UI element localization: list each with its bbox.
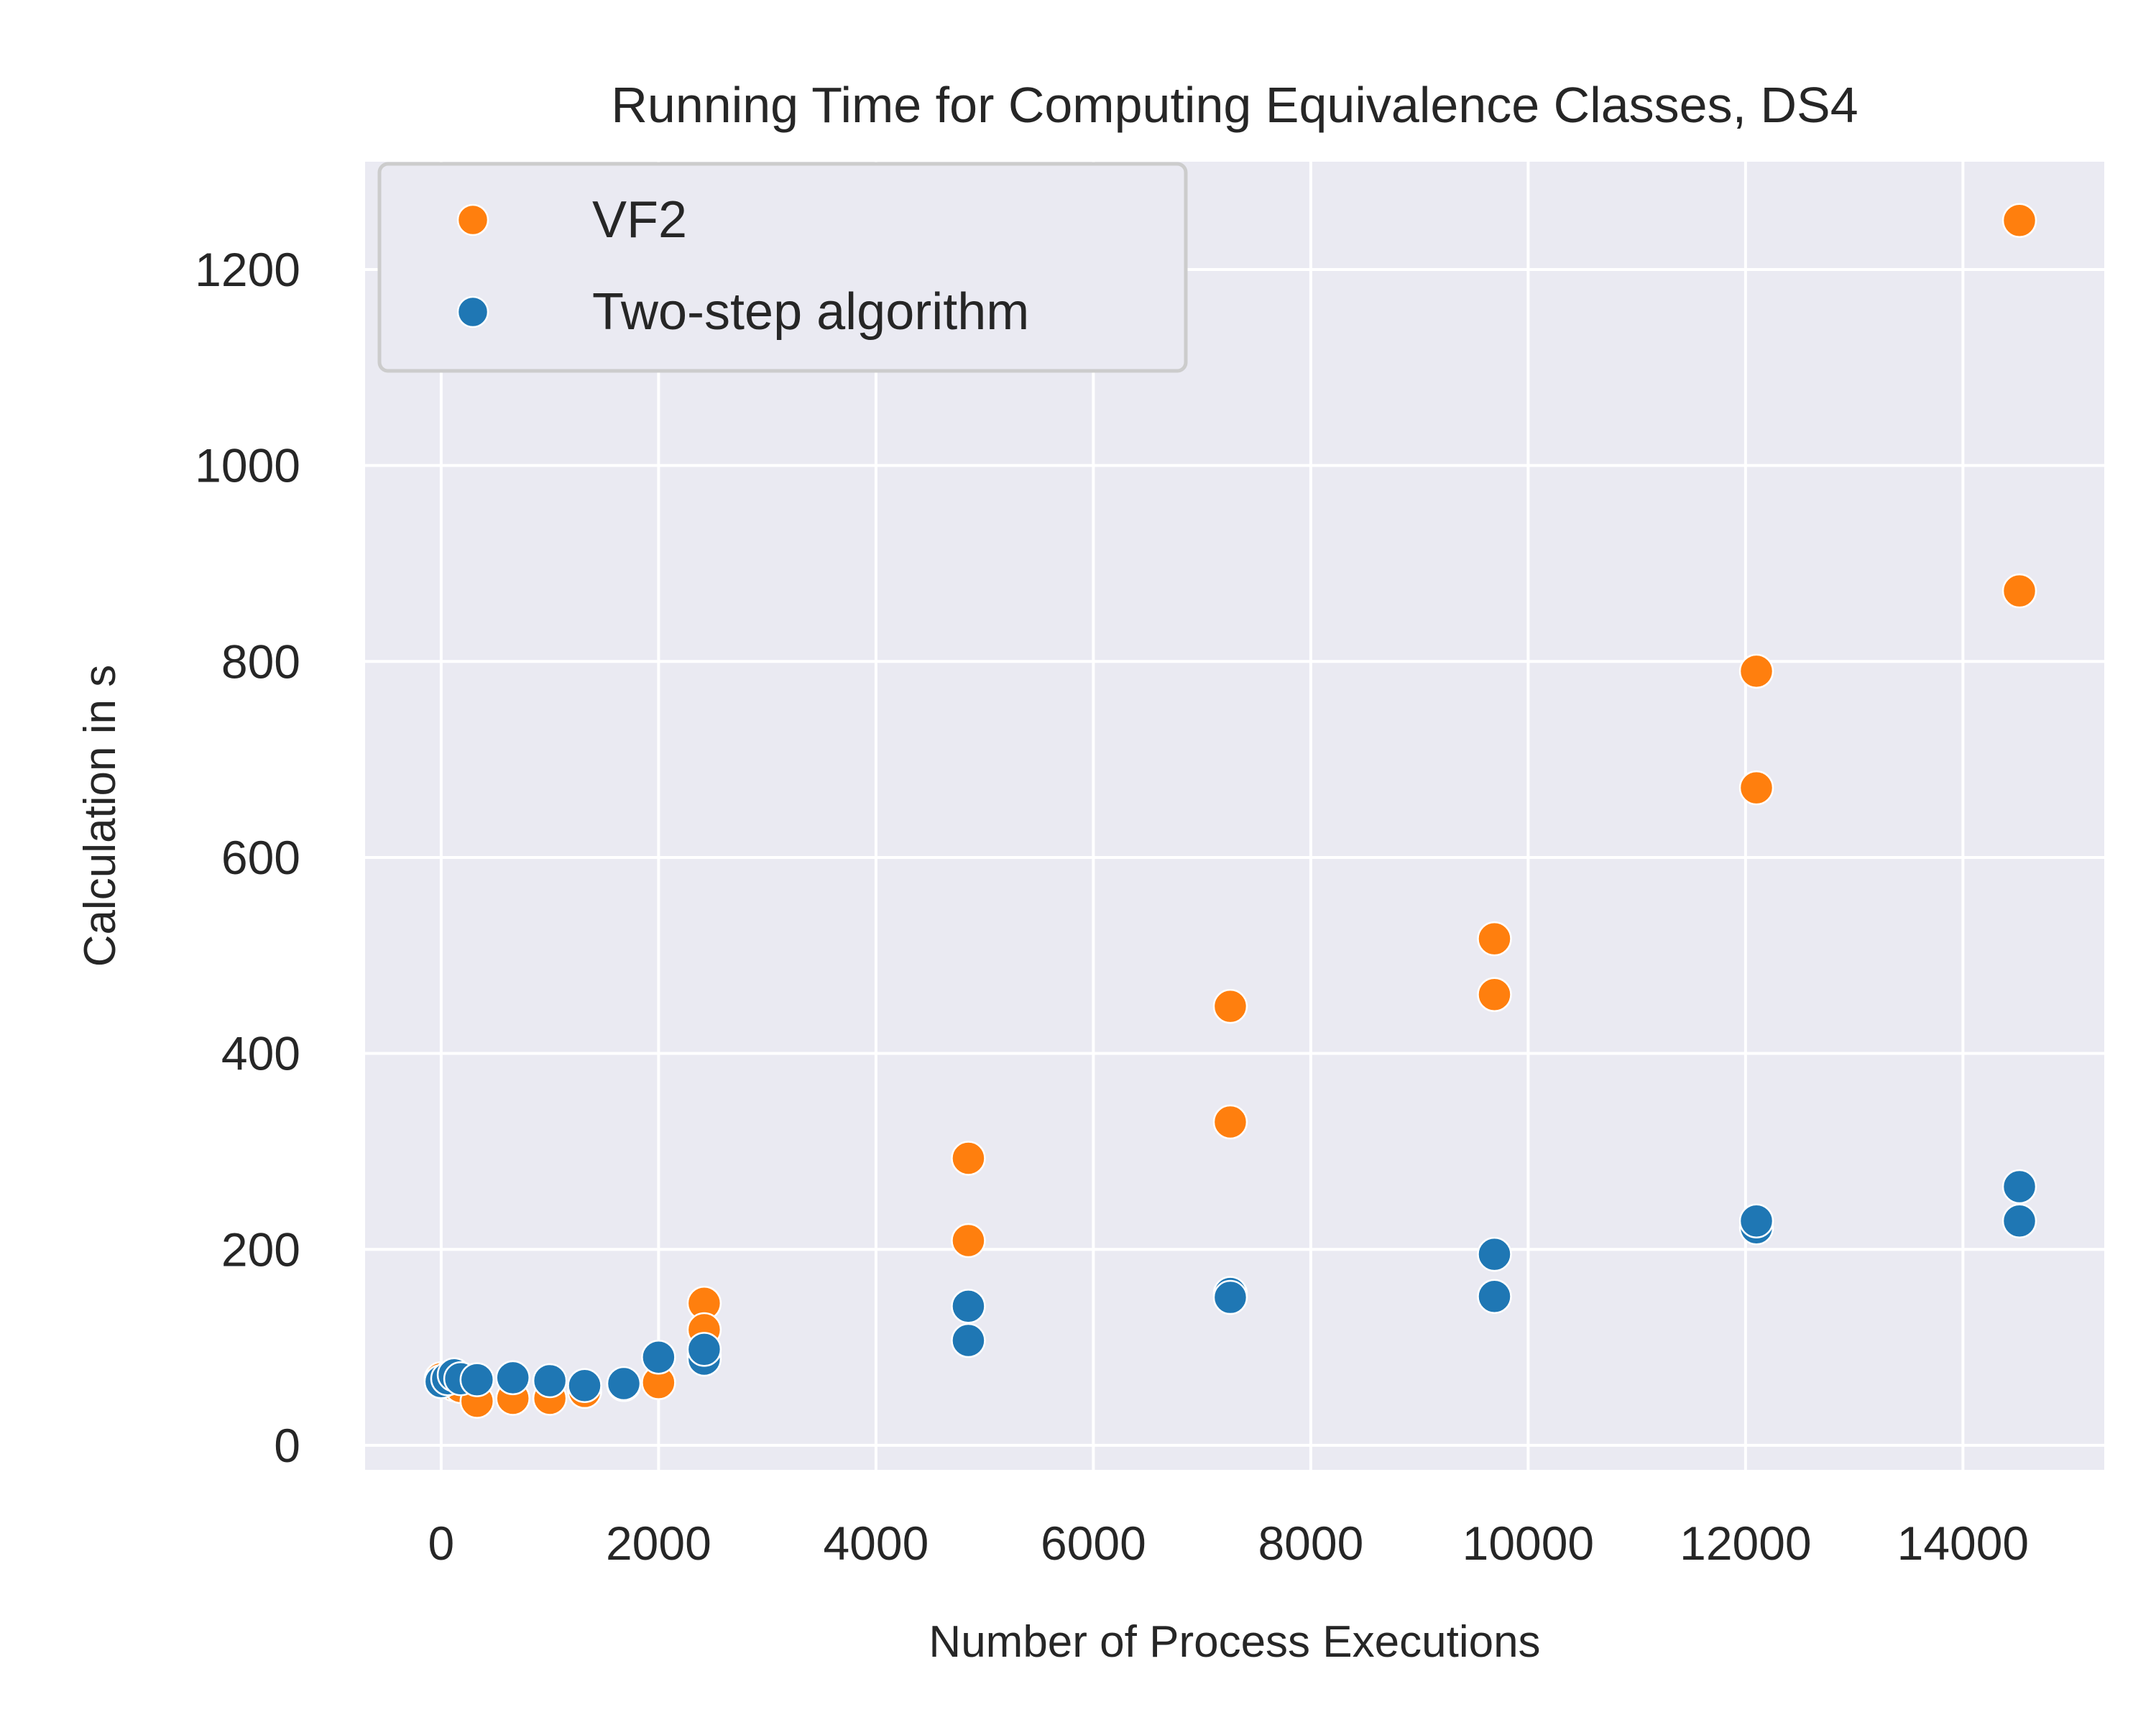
data-points xyxy=(423,203,2037,1419)
grid xyxy=(365,162,2104,1470)
data-point-vf2 xyxy=(1212,988,1248,1024)
data-point-two-step-algorithm xyxy=(1477,1279,1512,1314)
y-tick-label: 0 xyxy=(274,1419,300,1472)
data-point-vf2 xyxy=(1738,653,1774,689)
y-tick-labels: 0 200 400 600 800 1000 1200 xyxy=(195,243,300,1472)
data-point-two-step-algorithm xyxy=(459,1362,495,1397)
data-point-two-step-algorithm xyxy=(686,1332,722,1367)
data-point-two-step-algorithm xyxy=(2001,1203,2037,1238)
x-tick-label: 12000 xyxy=(1680,1517,1812,1570)
x-tick-label: 2000 xyxy=(606,1517,711,1570)
x-tick-label: 4000 xyxy=(823,1517,929,1570)
data-point-vf2 xyxy=(1738,770,1774,806)
data-point-vf2 xyxy=(951,1141,986,1176)
plot-background xyxy=(365,162,2104,1470)
legend-box xyxy=(377,162,1188,373)
y-tick-label: 200 xyxy=(221,1223,300,1276)
legend-label-two-step-algorithm: Two-step algorithm xyxy=(592,283,1029,341)
legend-marker-vf2 xyxy=(456,203,489,236)
y-tick-label: 1200 xyxy=(195,243,300,296)
data-point-two-step-algorithm xyxy=(641,1339,676,1375)
data-point-two-step-algorithm xyxy=(495,1360,530,1396)
data-point-two-step-algorithm xyxy=(951,1322,986,1358)
data-point-two-step-algorithm xyxy=(1738,1203,1774,1238)
y-axis-title: Calculation in s xyxy=(75,665,125,967)
data-point-two-step-algorithm xyxy=(532,1363,568,1399)
data-point-two-step-algorithm xyxy=(2001,1169,2037,1205)
y-tick-label: 800 xyxy=(221,635,300,688)
data-point-two-step-algorithm xyxy=(1212,1279,1248,1315)
data-point-vf2 xyxy=(1477,977,1512,1013)
data-point-two-step-algorithm xyxy=(606,1366,642,1402)
x-tick-label: 6000 xyxy=(1041,1517,1146,1570)
y-tick-label: 400 xyxy=(221,1027,300,1080)
y-tick-label: 1000 xyxy=(195,439,300,492)
data-point-two-step-algorithm xyxy=(1477,1236,1512,1272)
data-point-vf2 xyxy=(2001,573,2037,609)
x-tick-label: 0 xyxy=(428,1517,455,1570)
x-tick-label: 14000 xyxy=(1897,1517,2030,1570)
chart-title: Running Time for Computing Equivalence C… xyxy=(611,77,1858,133)
data-point-vf2 xyxy=(951,1223,986,1259)
legend-marker-two-step-algorithm xyxy=(456,295,489,328)
data-point-vf2 xyxy=(1477,921,1512,957)
legend: VF2 Two-step algorithm xyxy=(377,162,1188,373)
legend-label-vf2: VF2 xyxy=(592,191,687,249)
x-tick-label: 8000 xyxy=(1258,1517,1363,1570)
x-tick-labels: 0 2000 4000 6000 8000 10000 12000 14000 xyxy=(428,1517,2030,1570)
x-tick-label: 10000 xyxy=(1462,1517,1595,1570)
y-tick-label: 600 xyxy=(221,831,300,884)
data-point-vf2 xyxy=(2001,203,2037,239)
data-point-two-step-algorithm xyxy=(567,1368,602,1404)
x-axis-title: Number of Process Executions xyxy=(929,1617,1540,1667)
data-point-two-step-algorithm xyxy=(951,1289,986,1324)
data-point-vf2 xyxy=(1212,1104,1248,1140)
